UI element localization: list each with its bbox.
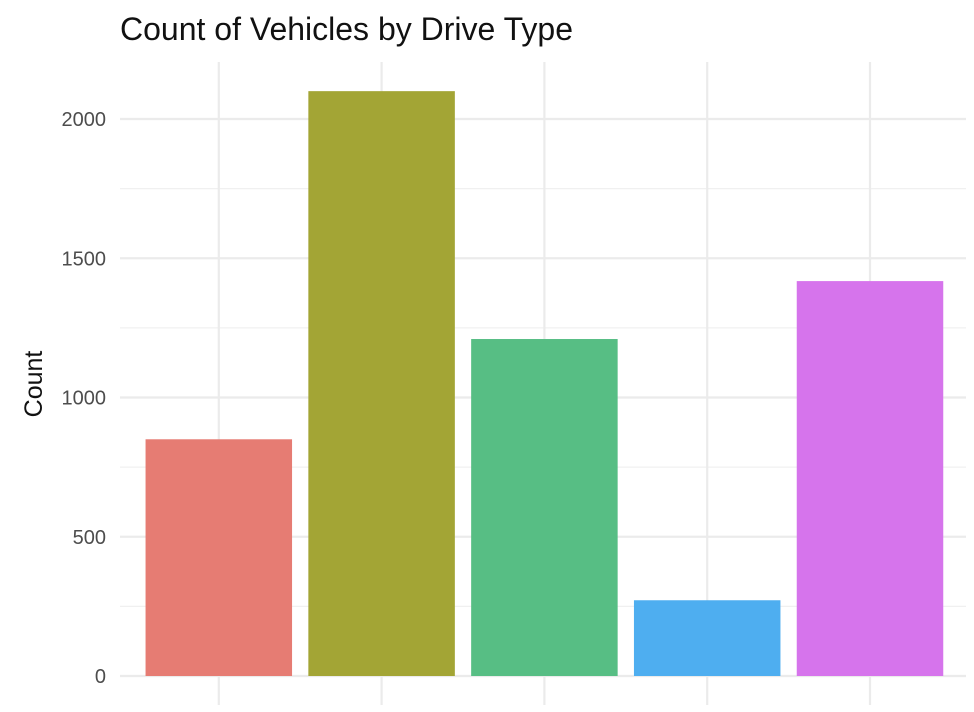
chart-title: Count of Vehicles by Drive Type <box>120 11 573 47</box>
bar-5 <box>796 281 944 676</box>
y-tick-label: 0 <box>95 666 106 688</box>
bar-1 <box>145 439 293 676</box>
y-tick-label: 2000 <box>62 109 107 131</box>
y-tick-label: 1500 <box>62 248 107 270</box>
bar-3 <box>471 339 618 676</box>
y-axis-ticks: 0 500 1000 1500 2000 <box>62 109 107 688</box>
bars <box>145 91 944 676</box>
y-axis-title: Count <box>20 351 48 418</box>
bar-4 <box>633 600 781 676</box>
y-tick-label: 500 <box>73 527 106 549</box>
bar-2 <box>308 91 455 676</box>
y-tick-label: 1000 <box>62 388 107 410</box>
